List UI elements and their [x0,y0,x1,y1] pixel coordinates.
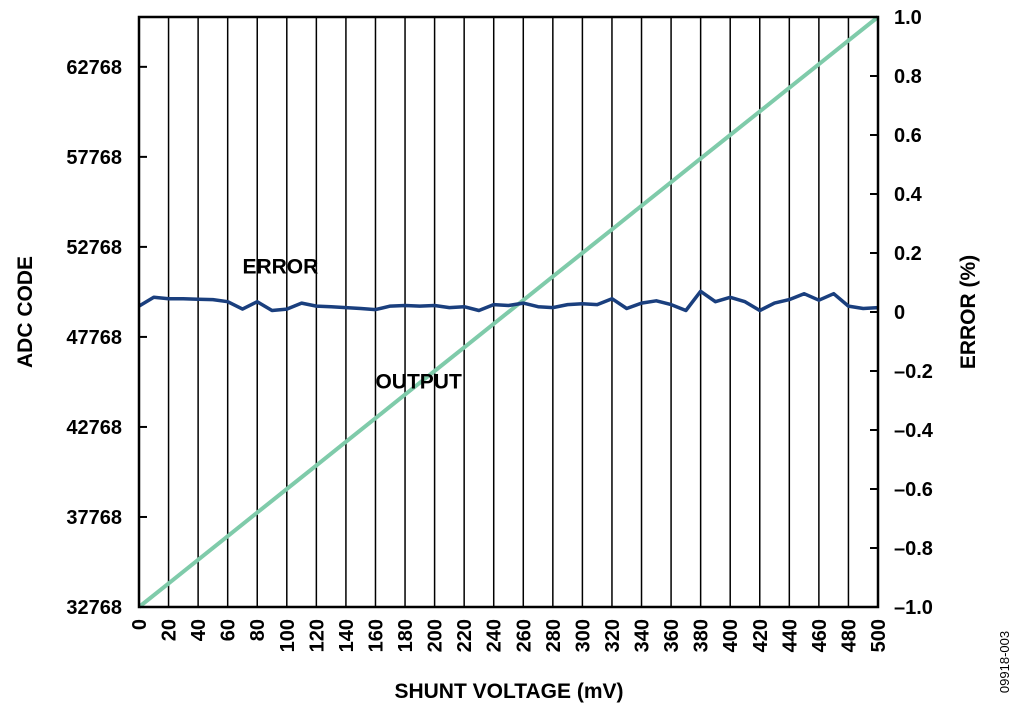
y-right-tick-label: 0.6 [894,125,922,147]
x-axis-label: SHUNT VOLTAGE (mV) [394,680,623,703]
y-left-tick-label: 47768 [66,327,122,349]
x-tick-label: 100 [277,619,299,652]
series-line-error [138,289,879,313]
annotation-error: ERROR [242,256,318,279]
x-tick-label: 160 [365,619,387,652]
y-axis-left-label: ADC CODE [14,256,37,368]
x-tick-label: 420 [750,619,772,652]
y-left-tick-label: 42768 [66,417,122,439]
x-tick-label: 180 [395,619,417,652]
y-right-tick-label: –1.0 [894,597,933,619]
grid [167,17,850,607]
y-left-tick-label: 52768 [66,237,122,259]
y-axis-right-label: ERROR (%) [957,255,980,369]
x-tick-label: 80 [247,619,269,641]
x-tick-label: 360 [661,619,683,652]
y-left-tick-label: 37768 [66,507,122,529]
x-tick-label: 240 [484,619,506,652]
x-tick-label: 500 [868,619,890,652]
ticks [139,65,878,549]
x-tick-label: 40 [188,619,210,641]
x-tick-label: 260 [513,619,535,652]
x-tick-label: 400 [720,619,742,652]
y-left-tick-label: 62768 [66,57,122,79]
x-tick-label: 480 [838,619,860,652]
y-right-tick-label: 0.8 [894,66,922,88]
x-tick-label: 460 [809,619,831,652]
x-tick-label: 340 [632,619,654,652]
x-tick-label: 380 [691,619,713,652]
annotation-output: OUTPUT [375,371,462,394]
y-right-tick-label: 0.2 [894,243,922,265]
x-tick-label: 20 [159,619,181,641]
x-tick-label: 0 [129,619,151,630]
x-tick-label: 140 [336,619,358,652]
x-tick-label: 220 [454,619,476,652]
figure-id: 09918-003 [997,631,1012,693]
series-line-output [137,15,880,609]
x-tick-label: 300 [572,619,594,652]
tick-labels: 0 20 40 60 80 100 120 140 160 180 200 220 240 260 280 3… [66,7,933,652]
y-right-tick-label: –0.6 [894,479,933,501]
x-tick-label: 200 [425,619,447,652]
y-right-tick-label: –0.8 [894,538,933,560]
x-tick-label: 280 [543,619,565,652]
x-tick-label: 440 [779,619,801,652]
x-tick-label: 60 [218,619,240,641]
x-tick-label: 120 [306,619,328,652]
y-right-tick-label: 0.4 [894,184,923,206]
x-tick-label: 320 [602,619,624,652]
y-left-tick-label: 32768 [66,597,122,619]
y-right-tick-label: 0 [894,302,905,324]
series-layer [137,15,880,609]
y-right-tick-label: –0.4 [894,420,934,442]
y-right-tick-label: 1.0 [894,7,922,29]
y-right-tick-label: –0.2 [894,361,933,383]
y-left-tick-label: 57768 [66,147,122,169]
